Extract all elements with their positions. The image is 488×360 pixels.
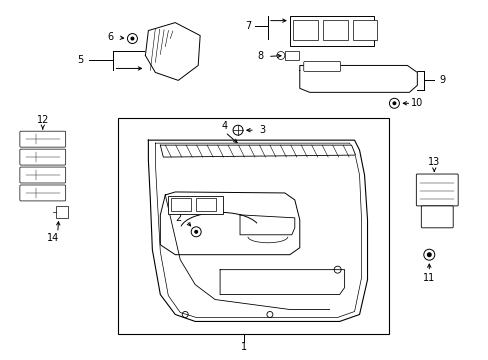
Bar: [171, 198, 191, 211]
Polygon shape: [145, 23, 200, 80]
Text: 6: 6: [107, 32, 113, 41]
Text: 7: 7: [244, 21, 251, 31]
Circle shape: [130, 37, 134, 41]
Bar: [292, 20, 317, 40]
Bar: [168, 196, 223, 214]
Bar: [196, 198, 216, 211]
Text: 11: 11: [422, 273, 434, 283]
Bar: [322, 20, 347, 40]
Text: 2: 2: [175, 213, 181, 223]
FancyBboxPatch shape: [20, 185, 65, 201]
FancyBboxPatch shape: [20, 167, 65, 183]
Text: 3: 3: [258, 125, 264, 135]
Polygon shape: [299, 66, 416, 92]
FancyBboxPatch shape: [421, 206, 452, 228]
Text: 8: 8: [256, 51, 263, 62]
Bar: [289, 15, 374, 45]
Text: 9: 9: [438, 75, 445, 85]
Bar: [56, 206, 67, 218]
Circle shape: [194, 230, 198, 234]
Text: 13: 13: [427, 157, 440, 167]
Text: 5: 5: [78, 55, 83, 66]
Bar: [352, 20, 377, 40]
Circle shape: [392, 101, 396, 105]
Text: 1: 1: [241, 342, 246, 352]
FancyBboxPatch shape: [415, 174, 457, 206]
Text: 4: 4: [222, 121, 228, 131]
Bar: [118, 118, 388, 334]
Polygon shape: [160, 145, 355, 157]
FancyBboxPatch shape: [303, 62, 340, 71]
Circle shape: [426, 252, 431, 257]
Bar: [285, 50, 298, 60]
Text: 12: 12: [37, 115, 49, 125]
Text: 14: 14: [46, 233, 59, 243]
Text: 10: 10: [410, 98, 423, 108]
FancyBboxPatch shape: [20, 131, 65, 147]
FancyBboxPatch shape: [20, 149, 65, 165]
